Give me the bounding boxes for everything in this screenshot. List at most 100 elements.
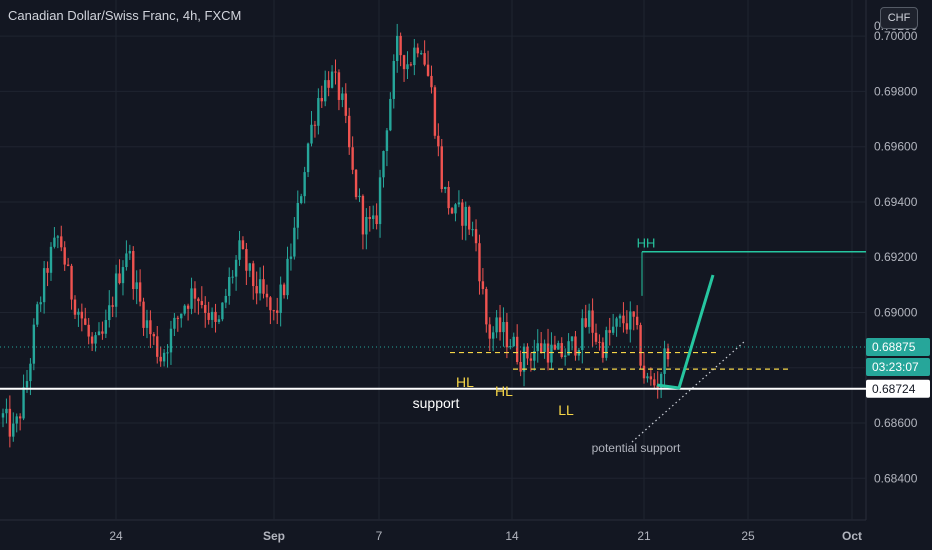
candle (228, 267, 231, 305)
candle-body (265, 293, 269, 298)
candle-body (252, 263, 255, 287)
candle (646, 372, 649, 383)
candle-body (303, 172, 306, 197)
candle (526, 343, 529, 365)
candle-body (238, 240, 241, 260)
candle-body (25, 381, 29, 388)
candle-body (348, 115, 351, 148)
candle-body (546, 343, 550, 363)
candle (265, 284, 269, 307)
candle (238, 230, 241, 266)
candle-body (354, 169, 358, 198)
candle (101, 321, 104, 340)
candle-body (18, 416, 22, 419)
candle (416, 43, 419, 58)
candle-body (385, 130, 389, 152)
candle (594, 323, 598, 345)
candle-body (204, 304, 207, 313)
candle (642, 352, 646, 384)
candle (430, 65, 433, 94)
candle (269, 296, 272, 325)
candle (49, 242, 53, 281)
candle-body (416, 47, 419, 54)
candle (406, 51, 409, 80)
candle (252, 260, 255, 300)
candle (303, 166, 306, 204)
candle-body (217, 319, 221, 322)
candle-body (245, 249, 248, 271)
candle-body (389, 98, 392, 131)
candle-body (49, 246, 53, 273)
countdown-tag (866, 358, 930, 377)
candle-body (169, 328, 173, 353)
candle (108, 290, 111, 328)
candle-body (97, 331, 101, 336)
candle-body (70, 265, 73, 300)
candle-body (550, 344, 553, 363)
candle-body (279, 284, 282, 313)
candle-body (399, 35, 402, 56)
candle-body (509, 346, 512, 348)
candle-body (258, 279, 262, 294)
candle-body (22, 387, 25, 419)
candle-body (176, 317, 180, 319)
candle-body (228, 276, 231, 296)
candle (296, 190, 299, 240)
candle (625, 310, 629, 334)
candle (368, 206, 371, 232)
candle (276, 297, 279, 325)
candle-body (293, 227, 296, 257)
candle-body (36, 304, 39, 325)
candle (190, 277, 193, 315)
candle-body (495, 317, 498, 333)
candle (12, 412, 15, 442)
candle-body (262, 279, 265, 294)
candle (200, 286, 204, 309)
candle-body (12, 423, 15, 437)
candle (653, 373, 656, 390)
candle-body (608, 330, 611, 333)
candle (330, 65, 334, 89)
candle (485, 286, 488, 333)
candle-body (327, 80, 330, 88)
candle-body (581, 318, 584, 350)
price-tick-label: 0.68400 (874, 471, 918, 485)
candle (63, 241, 66, 271)
candle (262, 265, 265, 299)
candle (344, 83, 347, 124)
candle-body (488, 324, 491, 339)
time-axis[interactable]: 24 Sep 7 14 21 25 Oct (109, 529, 862, 543)
candle (550, 332, 553, 370)
candle (159, 346, 162, 367)
candle (289, 243, 293, 271)
time-tick-label: 25 (741, 529, 755, 543)
price-axis[interactable]: 0.684000.686000.688000.690000.692000.694… (874, 19, 918, 485)
candle-body (1, 413, 5, 418)
candle (488, 317, 491, 351)
candle-body (659, 373, 663, 388)
candle (207, 301, 210, 325)
candle (5, 398, 8, 424)
candle (649, 367, 653, 386)
candle-body (382, 151, 385, 178)
candle-body (605, 330, 608, 358)
candle-body (666, 348, 670, 360)
candle-body (118, 273, 121, 284)
candle (522, 343, 526, 387)
candle-body (32, 324, 36, 364)
candle-body (642, 365, 646, 379)
currency-button[interactable]: CHF (880, 7, 918, 29)
candle-body (269, 297, 272, 311)
candle (361, 194, 365, 250)
candle (300, 193, 303, 205)
candle-body (183, 305, 186, 314)
candle (94, 332, 97, 352)
candle (553, 335, 557, 351)
candle-body (8, 408, 12, 437)
support-label: support (413, 395, 460, 411)
candle (622, 302, 625, 333)
candle-body (128, 251, 132, 254)
candle (156, 326, 159, 364)
candle-body (467, 206, 471, 230)
